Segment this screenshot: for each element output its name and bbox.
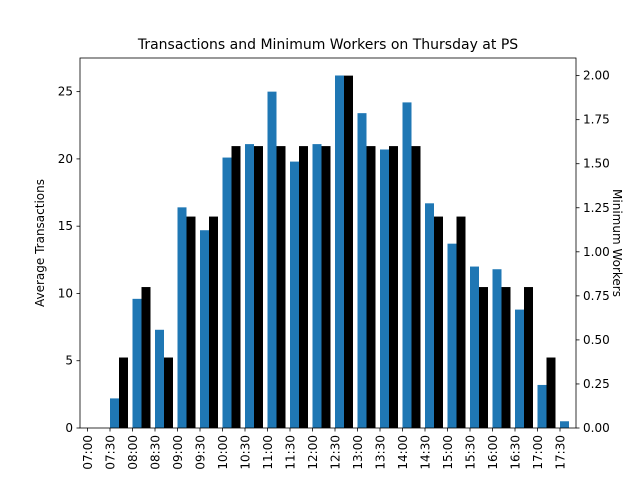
left-tick-label: 0 [65,421,73,435]
x-tick-label: 17:00 [531,435,545,470]
x-tick-label: 11:00 [261,435,275,470]
transactions-bar-0800 [132,298,142,428]
x-tick-label: 10:00 [216,435,230,470]
x-tick-label: 09:30 [194,435,208,470]
transactions-bar-1630 [515,309,524,428]
workers-bar-0900 [186,216,196,428]
chart-title: Transactions and Minimum Workers on Thur… [137,37,518,53]
right-tick-label: 0.25 [583,377,610,391]
transactions-bar-1200 [312,144,322,429]
x-tick-label: 12:00 [306,435,320,470]
workers-bar-0930 [209,216,218,428]
plot-frame [79,57,577,429]
left-tick-label: 10 [58,286,73,300]
workers-bar-1400 [411,146,421,428]
x-tick-label: 09:00 [171,435,185,470]
left-tick-label: 5 [65,354,73,368]
workers-bar-0800 [141,287,151,428]
workers-bar-1500 [456,216,466,428]
transactions-bar-1530 [470,266,479,428]
workers-bar-1430 [434,216,443,428]
x-tick-label: 16:00 [486,435,500,470]
workers-bar-0730 [119,357,128,428]
transactions-bar-1730 [560,421,569,428]
workers-bar-1230 [344,75,353,429]
x-tick-label: 17:30 [554,435,568,470]
workers-series [119,75,556,429]
x-tick-label: 13:00 [351,435,365,470]
x-tick-label: 14:30 [419,435,433,470]
transactions-bar-1400 [402,102,412,429]
right-tick-label: 1.25 [583,201,610,215]
workers-bar-1700 [546,357,556,428]
right-tick-label: 2.00 [583,69,610,83]
transactions-bar-0730 [110,398,119,428]
left-tick-label: 25 [58,85,73,99]
transactions-bar-0900 [177,207,187,428]
workers-bar-1330 [389,146,398,428]
workers-bar-1300 [366,146,376,428]
transactions-bar-1600 [492,269,502,428]
workers-bar-1630 [524,287,533,428]
right-tick-label: 1.00 [583,245,610,259]
right-tick-label: 0.00 [583,421,610,435]
x-tick-label: 12:30 [329,435,343,470]
x-tick-label: 07:00 [81,435,95,470]
transactions-bar-1230 [335,75,344,429]
x-tick-label: 08:30 [149,435,163,470]
x-tick-label: 11:30 [284,435,298,470]
workers-bar-1200 [321,146,331,428]
x-tick-label: 07:30 [104,435,118,470]
transactions-bar-1000 [222,157,232,428]
right-y-axis: 0.00 0.25 0.50 0.75 1.00 1.25 1.50 1.75 2.00 [576,69,610,435]
x-tick-label: 14:00 [396,435,410,470]
left-axis-label: Average Transactions [33,179,47,307]
workers-bar-1530 [479,287,488,428]
x-axis: 07:00 07:30 08:00 08:30 09:00 09:30 10:00 10:30… [81,428,568,470]
transactions-bar-1300 [357,113,367,428]
transactions-bar-1130 [290,161,299,428]
x-tick-label: 15:30 [464,435,478,470]
transactions-bar-1030 [245,144,254,429]
workers-bar-1030 [254,146,263,428]
transactions-bar-1430 [425,203,434,428]
workers-bar-1100 [276,146,286,428]
workers-bar-1000 [231,146,241,428]
transactions-series [110,75,569,429]
x-tick-label: 08:00 [126,435,140,470]
workers-bar-1600 [501,287,511,428]
x-tick-label: 15:00 [441,435,455,470]
right-tick-label: 1.50 [583,157,610,171]
right-axis-label: Minimum Workers [610,189,624,297]
right-tick-label: 1.75 [583,113,610,127]
transactions-bar-1330 [380,149,389,429]
left-tick-label: 15 [58,219,73,233]
left-y-axis: 0 5 10 15 20 25 [58,85,80,435]
transactions-bar-0930 [200,230,209,428]
transactions-bar-1700 [537,384,547,428]
workers-bar-1130 [299,146,308,428]
x-tick-label: 16:30 [509,435,523,470]
right-tick-label: 0.50 [583,333,610,347]
x-tick-label: 10:30 [239,435,253,470]
transactions-bar-1500 [447,243,457,428]
transactions-bar-1100 [267,91,277,428]
transactions-bar-0830 [155,329,164,428]
x-tick-label: 13:30 [374,435,388,470]
right-tick-label: 0.75 [583,289,610,303]
left-tick-label: 20 [58,152,73,166]
workers-bar-0830 [164,357,173,428]
